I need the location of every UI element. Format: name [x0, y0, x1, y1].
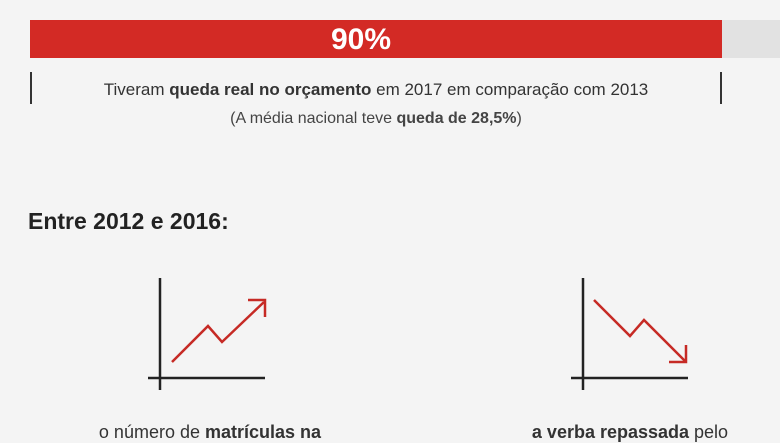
text: em 2017 em comparação com 2013 [371, 80, 649, 99]
text: o número de [98, 422, 205, 442]
item-text: a verba repassada pelo [480, 422, 780, 443]
text: ) [516, 110, 522, 127]
bar-fill [30, 20, 722, 58]
text: (A média nacional teve [230, 110, 397, 127]
highlight-text: Tiveram queda real no orçamento em 2017 … [30, 80, 722, 100]
bracket-right [714, 72, 722, 104]
text-bold: a verba repassada [531, 422, 690, 442]
item-text: o número de matrículas na [60, 422, 360, 443]
bar-label: 90% [330, 23, 392, 56]
text-bold: queda real no orçamento [169, 80, 372, 99]
icon-up [148, 278, 267, 390]
text: pelo [689, 422, 729, 442]
highlight-note: (A média nacional teve queda de 28,5%) [30, 110, 722, 128]
section-title: Entre 2012 e 2016: [28, 208, 229, 234]
icon-down [571, 278, 688, 390]
bracket-left [30, 72, 38, 104]
text: Tiveram [103, 80, 170, 99]
text-bold: matrículas na [205, 422, 322, 442]
text-bold: queda de 28,5% [396, 110, 517, 127]
